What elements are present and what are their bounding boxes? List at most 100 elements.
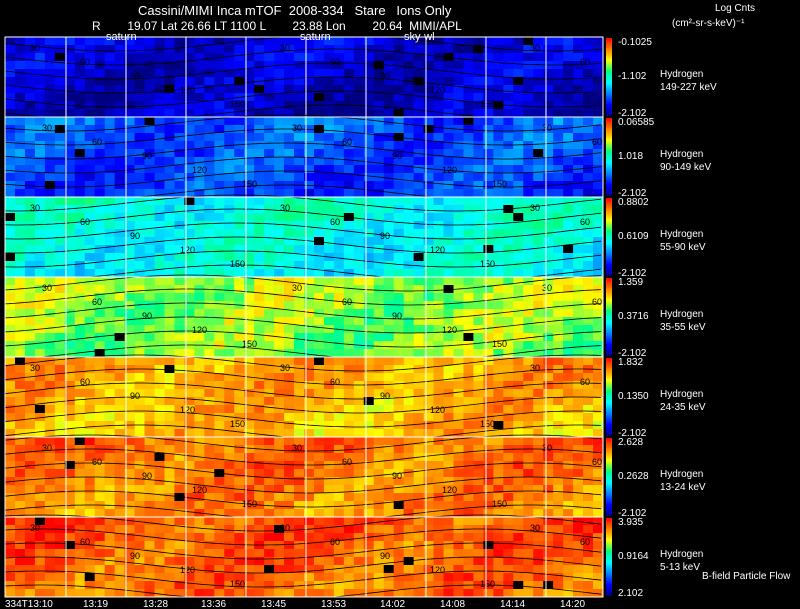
contour-label: 60 bbox=[330, 57, 340, 67]
heatmap-cell bbox=[114, 133, 125, 142]
heatmap-cell bbox=[44, 229, 56, 238]
heatmap-cell bbox=[234, 229, 245, 238]
heatmap-cell bbox=[154, 589, 165, 598]
heatmap-cell bbox=[244, 229, 255, 238]
heatmap-cell bbox=[433, 229, 444, 238]
heatmap-cell bbox=[383, 77, 394, 86]
heatmap-cell bbox=[313, 469, 325, 478]
heatmap-cell bbox=[34, 421, 46, 430]
heatmap-cell bbox=[343, 325, 355, 334]
heatmap-cell bbox=[543, 349, 554, 358]
heatmap-cell bbox=[393, 365, 404, 374]
heatmap-cell bbox=[553, 37, 564, 46]
contour-label: 120 bbox=[192, 165, 207, 175]
heatmap-cell bbox=[493, 549, 504, 558]
heatmap-cell bbox=[5, 93, 16, 102]
heatmap-cell bbox=[44, 173, 56, 182]
heatmap-cell bbox=[433, 69, 444, 78]
heatmap-cell bbox=[24, 293, 36, 302]
heatmap-cell bbox=[343, 293, 355, 302]
heatmap-cell bbox=[104, 325, 115, 334]
heatmap-cell bbox=[463, 285, 474, 294]
heatmap-cell bbox=[483, 93, 494, 102]
heatmap-cell bbox=[393, 109, 404, 118]
heatmap-cell bbox=[453, 45, 464, 54]
heatmap-cell bbox=[204, 317, 215, 326]
heatmap-cell bbox=[323, 373, 335, 382]
heatmap-cell bbox=[463, 293, 474, 302]
heatmap-cell bbox=[174, 101, 185, 110]
heatmap-cell bbox=[184, 461, 195, 470]
heatmap-cell bbox=[254, 197, 265, 206]
heatmap-cell bbox=[134, 197, 145, 206]
heatmap-cell bbox=[54, 477, 66, 486]
heatmap-cell bbox=[44, 117, 56, 126]
heatmap-cell bbox=[164, 173, 175, 182]
heatmap-cell bbox=[573, 477, 584, 486]
heatmap-cell bbox=[304, 61, 315, 70]
heatmap-cell bbox=[24, 277, 36, 286]
heatmap-cell bbox=[523, 309, 534, 318]
heatmap-cell bbox=[274, 429, 285, 438]
heatmap-cell bbox=[244, 445, 255, 454]
heatmap-cell bbox=[353, 253, 365, 262]
heatmap-cell bbox=[493, 333, 504, 342]
heatmap-cell bbox=[5, 493, 16, 502]
heatmap-cell bbox=[593, 501, 604, 510]
heatmap-cell bbox=[453, 381, 464, 390]
heatmap-cell bbox=[34, 349, 46, 358]
heatmap-cell bbox=[313, 213, 325, 222]
heatmap-cell bbox=[433, 181, 444, 190]
heatmap-cell bbox=[214, 565, 225, 574]
contour-label: 60 bbox=[580, 537, 590, 547]
heatmap-cell bbox=[124, 533, 135, 542]
heatmap-cell bbox=[5, 517, 16, 526]
contour-label: 150 bbox=[242, 499, 257, 509]
heatmap-cell bbox=[313, 413, 325, 422]
heatmap-cell bbox=[563, 485, 574, 494]
heatmap-cell bbox=[403, 141, 414, 150]
heatmap-cell bbox=[94, 205, 105, 214]
heatmap-cell bbox=[573, 389, 584, 398]
heatmap-cell bbox=[94, 381, 105, 390]
heatmap-cell bbox=[194, 205, 205, 214]
heatmap-cell bbox=[503, 53, 514, 62]
heatmap-cell bbox=[493, 485, 504, 494]
heatmap-cell bbox=[264, 93, 275, 102]
heatmap-cell bbox=[503, 173, 514, 182]
heatmap-cell bbox=[573, 333, 584, 342]
heatmap-cell bbox=[453, 173, 464, 182]
heatmap-cell bbox=[84, 165, 95, 174]
heatmap-cell bbox=[204, 397, 215, 406]
heatmap-cell bbox=[254, 525, 265, 534]
heatmap-cell bbox=[523, 413, 534, 422]
heatmap-cell bbox=[14, 301, 26, 310]
heatmap-cell bbox=[44, 165, 56, 174]
heatmap-cell bbox=[14, 549, 26, 558]
heatmap-cell bbox=[513, 277, 524, 286]
heatmap-cell bbox=[124, 253, 135, 262]
x-tick-label: 13:45 bbox=[261, 599, 286, 609]
heatmap-cell bbox=[254, 565, 265, 574]
heatmap-cell bbox=[423, 237, 434, 246]
heatmap-cell bbox=[84, 437, 95, 446]
contour-label: 120 bbox=[442, 325, 457, 335]
heatmap-cell bbox=[94, 85, 105, 94]
heatmap-cell bbox=[373, 413, 385, 422]
heatmap-cell bbox=[84, 237, 95, 246]
heatmap-cell bbox=[134, 253, 145, 262]
heatmap-cell bbox=[593, 125, 604, 134]
heatmap-cell bbox=[583, 309, 594, 318]
heatmap-cell bbox=[74, 405, 86, 414]
heatmap-cell bbox=[264, 229, 275, 238]
heatmap-cell bbox=[124, 469, 135, 478]
heatmap-cell bbox=[403, 453, 414, 462]
heatmap-cell bbox=[433, 405, 444, 414]
heatmap-cell bbox=[244, 557, 255, 566]
heatmap-cell bbox=[44, 381, 56, 390]
heatmap-cell bbox=[54, 117, 66, 126]
heatmap-cell bbox=[423, 229, 434, 238]
colorbar-min-label: -2.102 bbox=[618, 268, 647, 279]
heatmap-cell bbox=[144, 269, 155, 278]
heatmap-cell bbox=[563, 109, 574, 118]
